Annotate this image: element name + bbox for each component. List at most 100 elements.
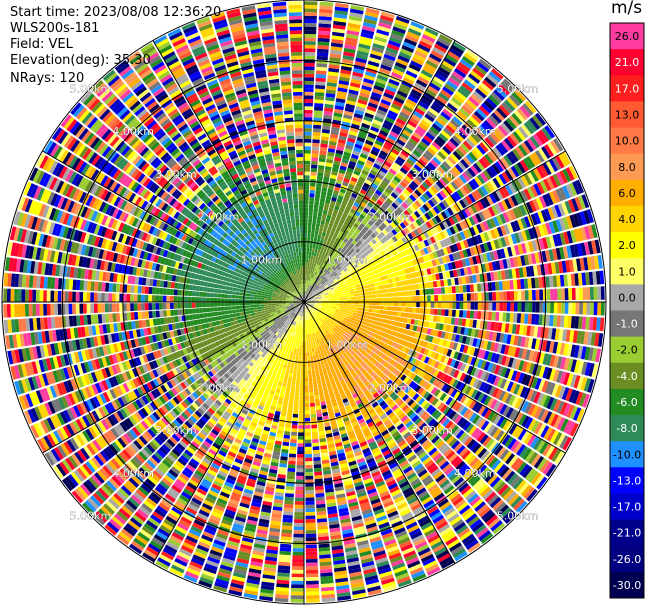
gate-cell <box>318 231 322 235</box>
gate-cell <box>449 302 453 309</box>
gate-cell <box>489 302 493 310</box>
gate-cell <box>304 37 316 41</box>
gate-cell <box>315 402 320 406</box>
gate-cell <box>452 302 456 309</box>
gate-cell <box>305 497 314 501</box>
gate-cell <box>426 315 430 321</box>
gate-cell <box>412 290 416 295</box>
gate-cell <box>306 563 318 567</box>
gate-cell <box>304 157 311 161</box>
gate-cell <box>316 74 326 78</box>
gate-cell <box>304 161 310 165</box>
gate-cell <box>394 297 398 301</box>
gate-cell <box>375 286 379 290</box>
gate-cell <box>384 302 388 306</box>
gate-cell <box>347 297 351 299</box>
gate-cell <box>543 302 547 313</box>
gate-cell <box>305 411 310 415</box>
gate-cell <box>389 283 393 288</box>
gate-cell <box>312 432 318 436</box>
gate-cell <box>315 227 319 231</box>
gate-cell <box>409 291 413 296</box>
gate-cell <box>376 310 380 314</box>
gate-cell <box>351 307 355 310</box>
gate-cell <box>306 327 308 331</box>
gate-cell <box>383 289 387 293</box>
gate-cell <box>304 146 311 150</box>
gate-cell <box>362 299 366 302</box>
gate-cell <box>351 294 355 297</box>
gate-cell <box>315 245 318 249</box>
gate-cell <box>312 435 318 439</box>
gate-cell <box>333 299 337 301</box>
gate-cell <box>307 244 310 248</box>
gate-cell <box>318 354 321 358</box>
gate-cell <box>305 392 309 396</box>
gate-cell <box>470 284 474 292</box>
gate-cell <box>306 588 319 592</box>
gate-cell <box>304 226 307 230</box>
gate-cell <box>304 23 317 27</box>
gate-cell <box>308 367 311 371</box>
gate-cell <box>310 356 313 360</box>
gate-cell <box>419 308 423 314</box>
gate-cell <box>314 234 318 238</box>
gate-cell <box>313 125 321 129</box>
gate-cell <box>402 302 406 307</box>
gate-cell <box>304 201 309 205</box>
gate-cell <box>306 512 316 516</box>
gate-cell <box>306 544 317 548</box>
gate-cell <box>308 226 312 230</box>
gate-cell <box>411 284 415 289</box>
gate-cell <box>306 331 308 335</box>
gate-cell <box>594 287 598 300</box>
gate-cell <box>306 584 319 588</box>
gate-cell <box>304 179 310 183</box>
gate-cell <box>416 302 420 307</box>
gate-cell <box>319 369 323 373</box>
gate-cell <box>340 300 344 302</box>
gate-cell <box>397 287 401 292</box>
gate-cell <box>305 421 311 425</box>
gate-cell <box>371 313 375 317</box>
gate-cell <box>306 552 317 556</box>
gate-cell <box>305 472 313 476</box>
gate-cell <box>304 356 307 360</box>
gate-cell <box>333 297 337 299</box>
gate-cell <box>311 366 314 370</box>
gate-cell <box>304 45 316 49</box>
gate-cell <box>311 168 317 172</box>
gate-cell <box>351 304 355 306</box>
gate-cell <box>306 262 308 266</box>
gate-cell <box>318 387 323 391</box>
gate-cell <box>583 302 587 315</box>
gate-cell <box>358 308 362 311</box>
gate-cell <box>306 577 319 581</box>
gate-cell <box>314 464 322 468</box>
gate-cell <box>305 490 314 494</box>
gate-cell <box>306 334 308 338</box>
gate-cell <box>305 418 310 422</box>
gate-cell <box>304 364 307 368</box>
gate-cell <box>550 302 554 313</box>
gate-cell <box>412 308 416 313</box>
gate-cell <box>308 219 312 223</box>
gate-cell <box>568 302 572 314</box>
gate-cell <box>386 315 390 319</box>
gate-cell <box>309 385 313 389</box>
gate-cell <box>314 468 322 472</box>
gate-cell <box>597 286 601 299</box>
gate-cell <box>383 310 387 314</box>
gate-cell <box>308 222 312 226</box>
gate-cell <box>550 289 554 300</box>
gate-cell <box>390 311 394 315</box>
gate-cell <box>313 377 317 381</box>
gate-cell <box>312 374 316 378</box>
gate-cell <box>305 403 310 407</box>
gate-cell <box>387 293 391 297</box>
gate-cell <box>305 494 314 498</box>
gate-cell <box>305 458 312 462</box>
gate-cell <box>313 256 316 260</box>
gate-cell <box>467 293 471 301</box>
gate-cell <box>333 304 337 306</box>
